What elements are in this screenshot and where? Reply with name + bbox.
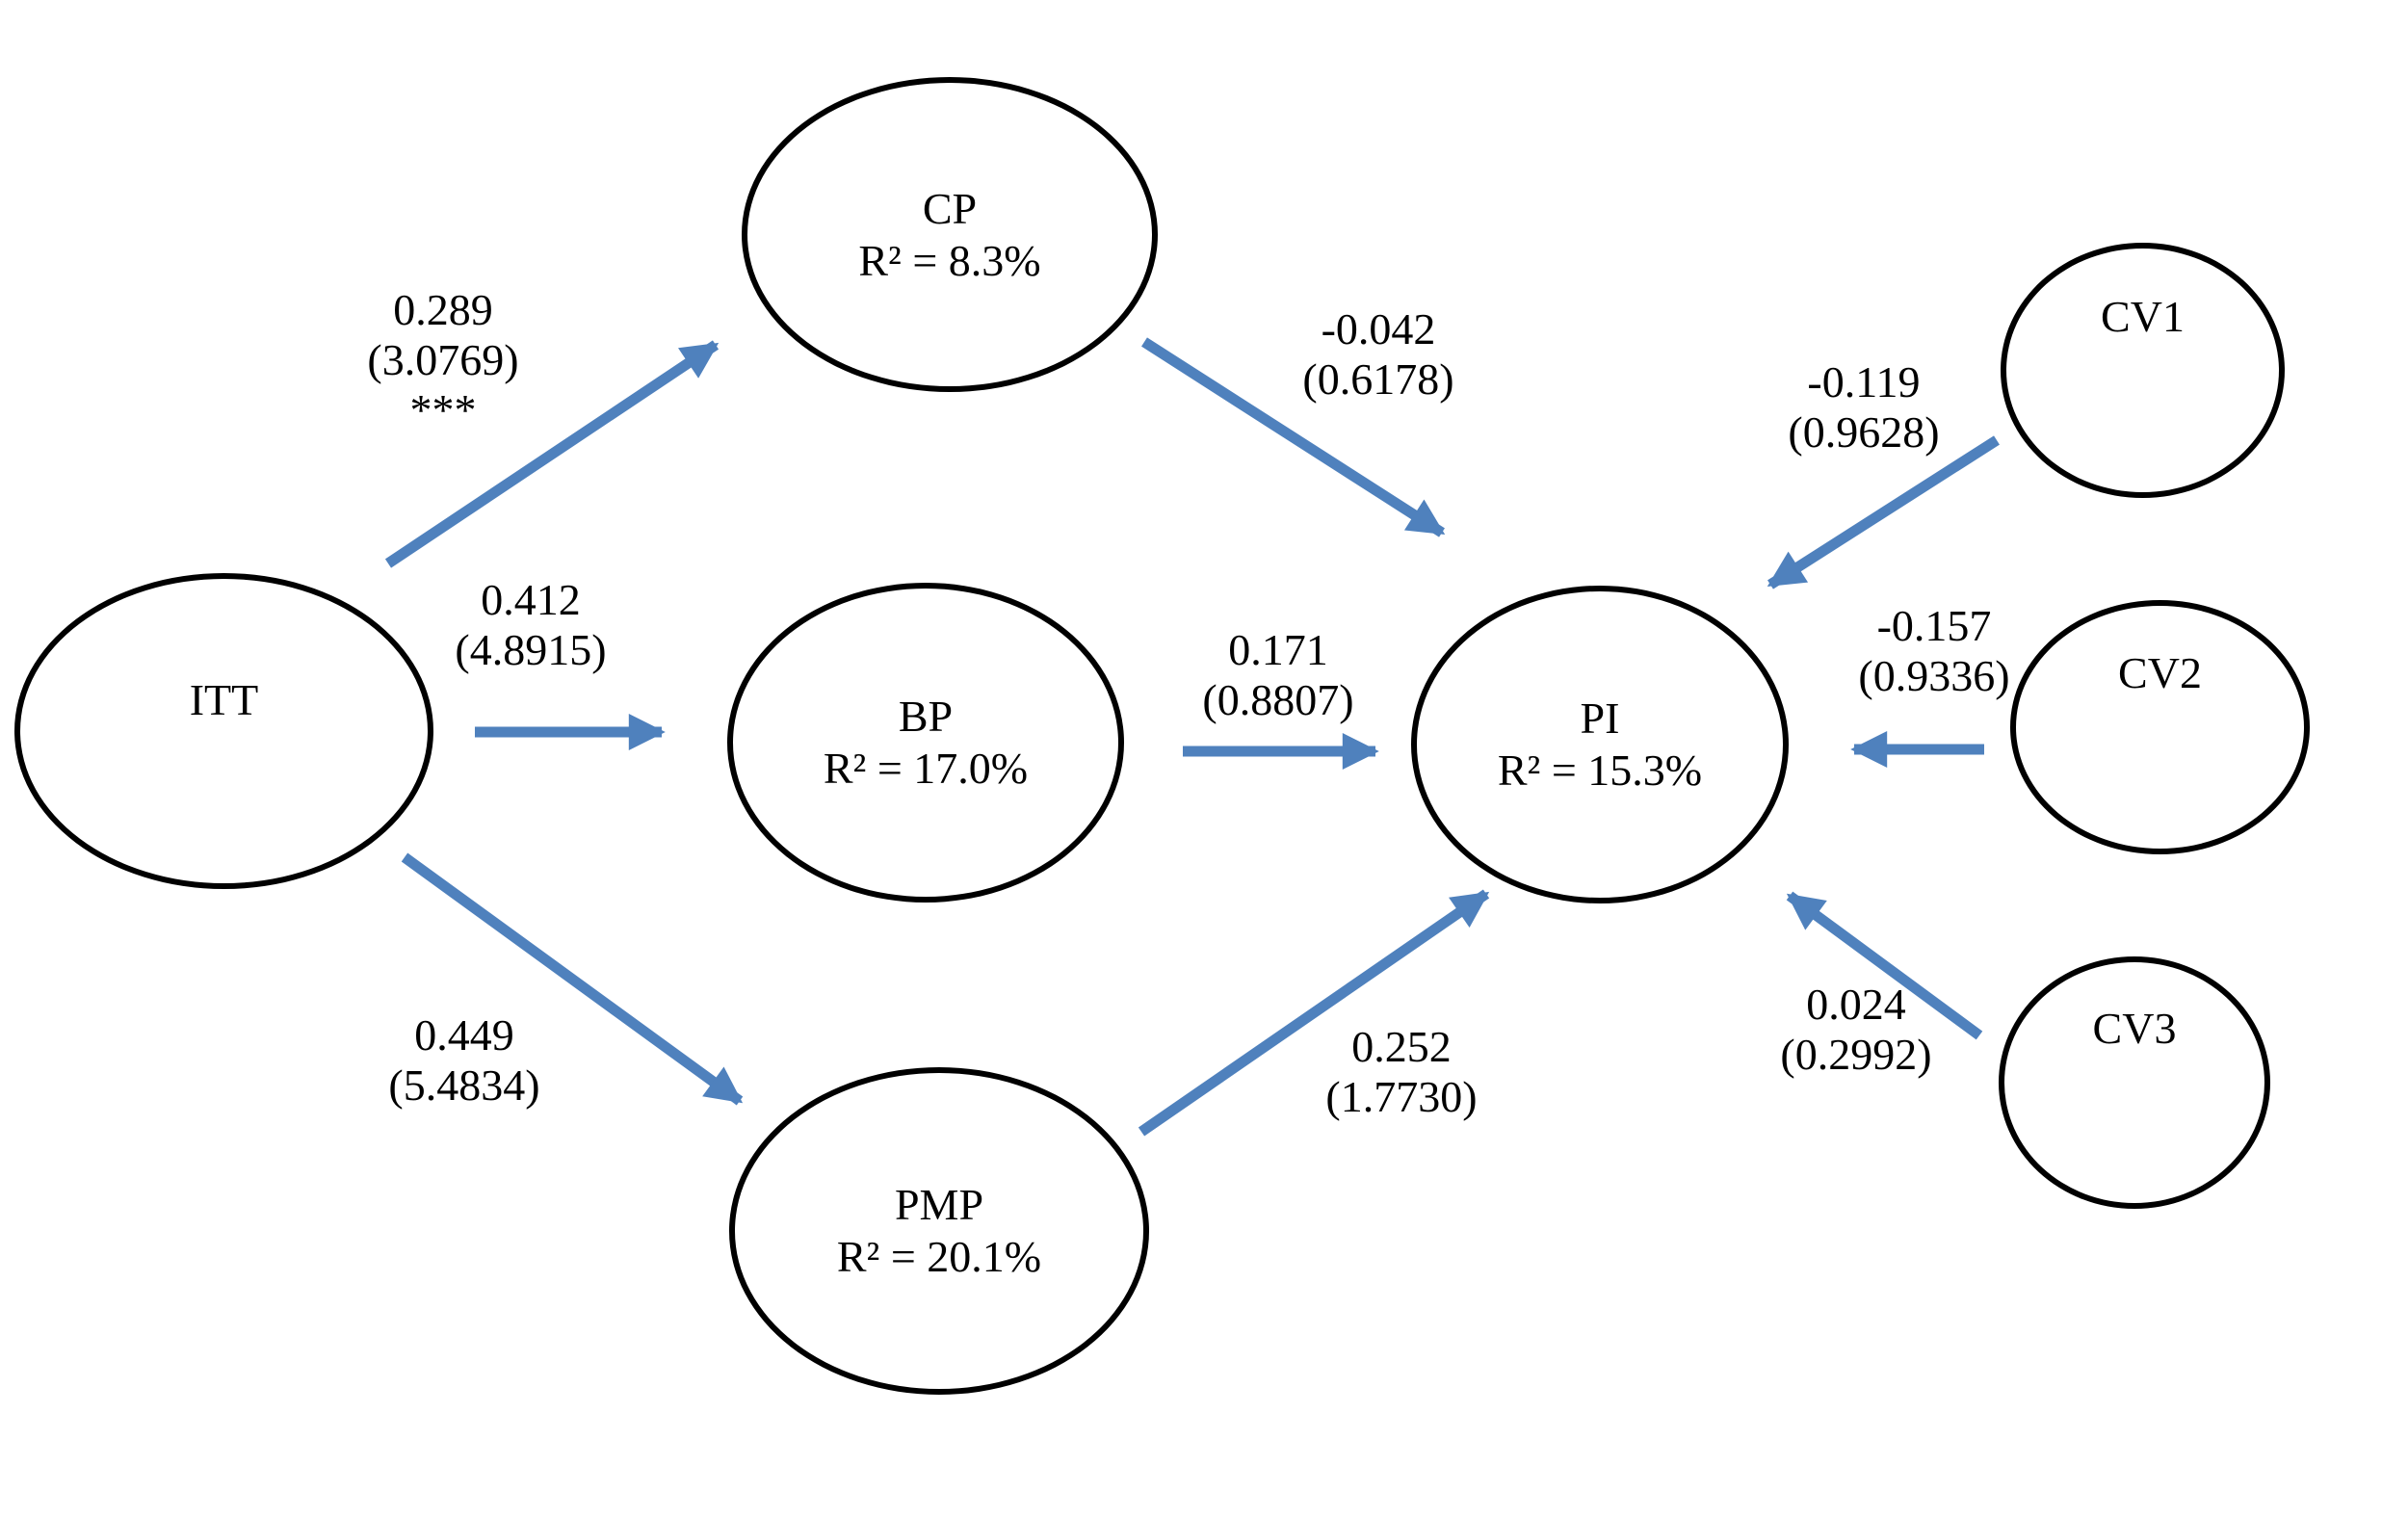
label-cv1-pi: -0.119 (0.9628) (1788, 357, 1939, 458)
label-cp-pi: -0.042 (0.6178) (1302, 304, 1453, 405)
node-r2: R² = 8.3% (858, 235, 1041, 285)
label-itt-pmp: 0.449 (5.4834) (388, 1010, 539, 1111)
label-pmp-pi: 0.252 (1.7730) (1325, 1022, 1477, 1122)
node-cv2: CV2 (2010, 600, 2310, 854)
edge-t-value: (0.6178) (1302, 354, 1454, 404)
node-bp: BP R² = 17.0% (727, 583, 1124, 903)
edge-coefficient: -0.157 (1876, 601, 1992, 650)
node-label: BP (898, 692, 954, 741)
node-cp: CP R² = 8.3% (742, 77, 1158, 392)
arrow-cv3-pi (1786, 891, 1983, 1040)
node-pi: PI R² = 15.3% (1411, 586, 1789, 903)
node-itt: ITT (14, 573, 433, 889)
edge-coefficient: 0.412 (481, 575, 581, 624)
edge-significance: *** (409, 385, 477, 434)
edge-coefficient: -0.042 (1321, 304, 1436, 353)
arrow-itt-pmp (401, 852, 744, 1106)
edge-coefficient: 0.171 (1228, 625, 1328, 674)
node-label: CV3 (2092, 1004, 2177, 1053)
edge-coefficient: 0.289 (393, 285, 493, 334)
edge-t-value: (4.8915) (455, 625, 607, 674)
arrow-cp-pi (1141, 337, 1446, 537)
label-itt-cp: 0.289 (3.0769) *** (367, 285, 518, 435)
arrow-itt-cp (384, 340, 720, 568)
node-label: CV2 (2118, 648, 2202, 697)
arrow-pmp-pi (1138, 889, 1490, 1137)
edge-t-value: (5.4834) (388, 1060, 540, 1110)
edge-coefficient: 0.252 (1351, 1022, 1452, 1071)
node-r2: R² = 20.1% (836, 1232, 1042, 1281)
node-cv1: CV1 (2001, 243, 2285, 498)
edge-t-value: (0.2992) (1780, 1030, 1932, 1079)
edge-t-value: (0.8807) (1202, 675, 1354, 724)
label-bp-pi: 0.171 (0.8807) (1202, 625, 1353, 725)
edge-t-value: (3.0769) (367, 335, 519, 384)
edge-t-value: (1.7730) (1325, 1072, 1478, 1121)
label-itt-bp: 0.412 (4.8915) (455, 575, 606, 675)
node-label: PI (1580, 694, 1620, 743)
node-cv3: CV3 (1999, 956, 2270, 1209)
edge-t-value: (0.9336) (1858, 651, 2010, 700)
edge-coefficient: 0.449 (414, 1010, 514, 1060)
arrow-cv1-pi (1767, 435, 2000, 589)
edge-t-value: (0.9628) (1788, 407, 1940, 457)
edge-coefficient: -0.119 (1807, 357, 1921, 406)
node-label: PMP (894, 1180, 984, 1229)
label-cv2-pi: -0.157 (0.9336) (1858, 601, 2009, 701)
label-cv3-pi: 0.024 (0.2992) (1780, 980, 1931, 1080)
edge-coefficient: 0.024 (1806, 980, 1906, 1029)
node-label: CV1 (2101, 291, 2185, 341)
node-pmp: PMP R² = 20.1% (729, 1067, 1149, 1395)
node-label: CP (922, 183, 978, 233)
node-r2: R² = 17.0% (823, 744, 1029, 793)
node-label: ITT (189, 675, 259, 724)
node-r2: R² = 15.3% (1497, 746, 1703, 795)
